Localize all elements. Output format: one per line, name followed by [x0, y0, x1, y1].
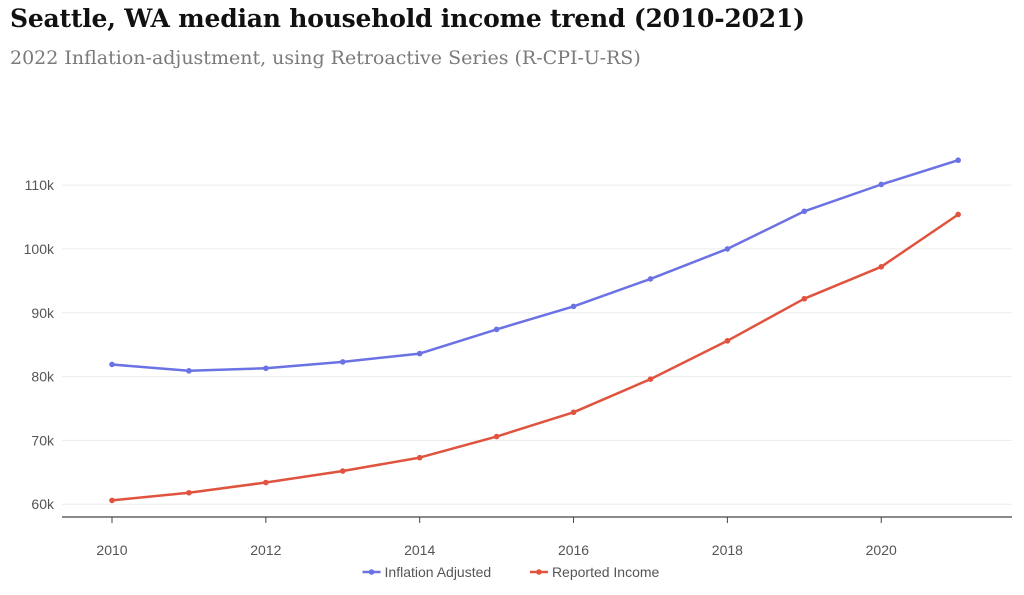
x-tick-label: 2016: [558, 542, 589, 558]
data-point[interactable]: [263, 365, 269, 372]
data-point[interactable]: [724, 246, 731, 252]
data-point[interactable]: [416, 454, 423, 461]
gridlines: [62, 184, 1012, 505]
data-point[interactable]: [493, 326, 500, 333]
x-tick-label: 2018: [712, 542, 743, 558]
series-reported-income: [109, 211, 961, 504]
legend-item[interactable]: Reported Income: [529, 564, 660, 580]
series-inflation-adjusted: [109, 157, 961, 374]
axes: 60k 70k 80k 90k 100k 110k 2010 2012 2014 2016 2018…: [24, 177, 1012, 558]
data-point[interactable]: [724, 338, 731, 344]
data-point[interactable]: [955, 211, 961, 218]
series-line: [111, 213, 959, 502]
data-point[interactable]: [570, 409, 577, 416]
data-point[interactable]: [801, 295, 808, 302]
data-point[interactable]: [339, 359, 346, 365]
legend-label: Reported Income: [552, 564, 660, 580]
data-point[interactable]: [416, 350, 423, 357]
series-line: [111, 159, 959, 373]
data-point[interactable]: [878, 264, 885, 270]
data-point[interactable]: [647, 376, 654, 382]
chart-title: Seattle, WA median household income tren…: [10, 4, 805, 33]
legend: Inflation Adjusted Reported Income: [362, 564, 660, 580]
y-tick-label: 90k: [31, 305, 55, 321]
data-point[interactable]: [878, 181, 885, 188]
y-tick-label: 80k: [31, 369, 55, 385]
x-tick-label: 2014: [404, 542, 435, 558]
data-point[interactable]: [570, 303, 577, 310]
data-point[interactable]: [109, 361, 115, 368]
y-tick-label: 110k: [25, 177, 55, 193]
legend-item[interactable]: Inflation Adjusted: [362, 564, 492, 580]
legend-marker: [536, 569, 542, 575]
x-tick-label: 2020: [866, 542, 897, 558]
y-tick-label: 100k: [24, 241, 55, 257]
data-point[interactable]: [186, 368, 192, 374]
legend-marker: [368, 569, 375, 575]
data-point[interactable]: [263, 479, 269, 486]
series-lines: [109, 157, 961, 504]
x-tick-label: 2010: [96, 542, 127, 558]
data-point[interactable]: [186, 489, 192, 496]
legend-label: Inflation Adjusted: [385, 564, 492, 580]
data-point[interactable]: [109, 497, 115, 504]
data-point[interactable]: [955, 157, 961, 164]
x-tick-label: 2012: [250, 542, 281, 558]
chart-subtitle: 2022 Inflation-adjustment, using Retroac…: [10, 47, 641, 69]
data-point[interactable]: [339, 468, 346, 474]
data-point[interactable]: [647, 276, 654, 282]
y-tick-label: 70k: [31, 432, 55, 448]
data-point[interactable]: [493, 433, 500, 440]
y-tick-label: 60k: [31, 496, 55, 512]
data-point[interactable]: [801, 208, 808, 215]
